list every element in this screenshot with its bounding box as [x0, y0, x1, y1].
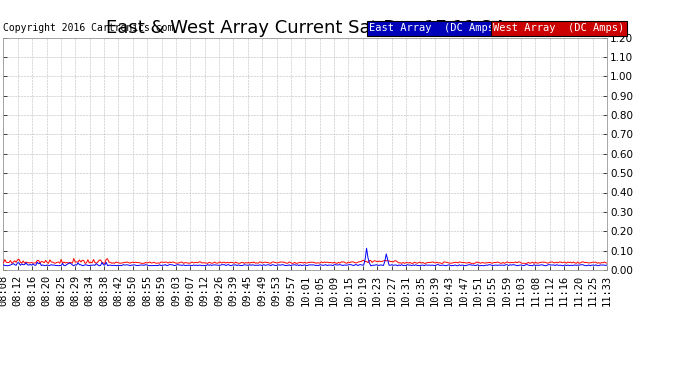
Title: East & West Array Current Sat Dec 17 11:34: East & West Array Current Sat Dec 17 11:… [106, 20, 504, 38]
Text: Copyright 2016 Cartronics.com: Copyright 2016 Cartronics.com [3, 23, 174, 33]
Text: East Array  (DC Amps): East Array (DC Amps) [369, 23, 500, 33]
Text: West Array  (DC Amps): West Array (DC Amps) [493, 23, 624, 33]
